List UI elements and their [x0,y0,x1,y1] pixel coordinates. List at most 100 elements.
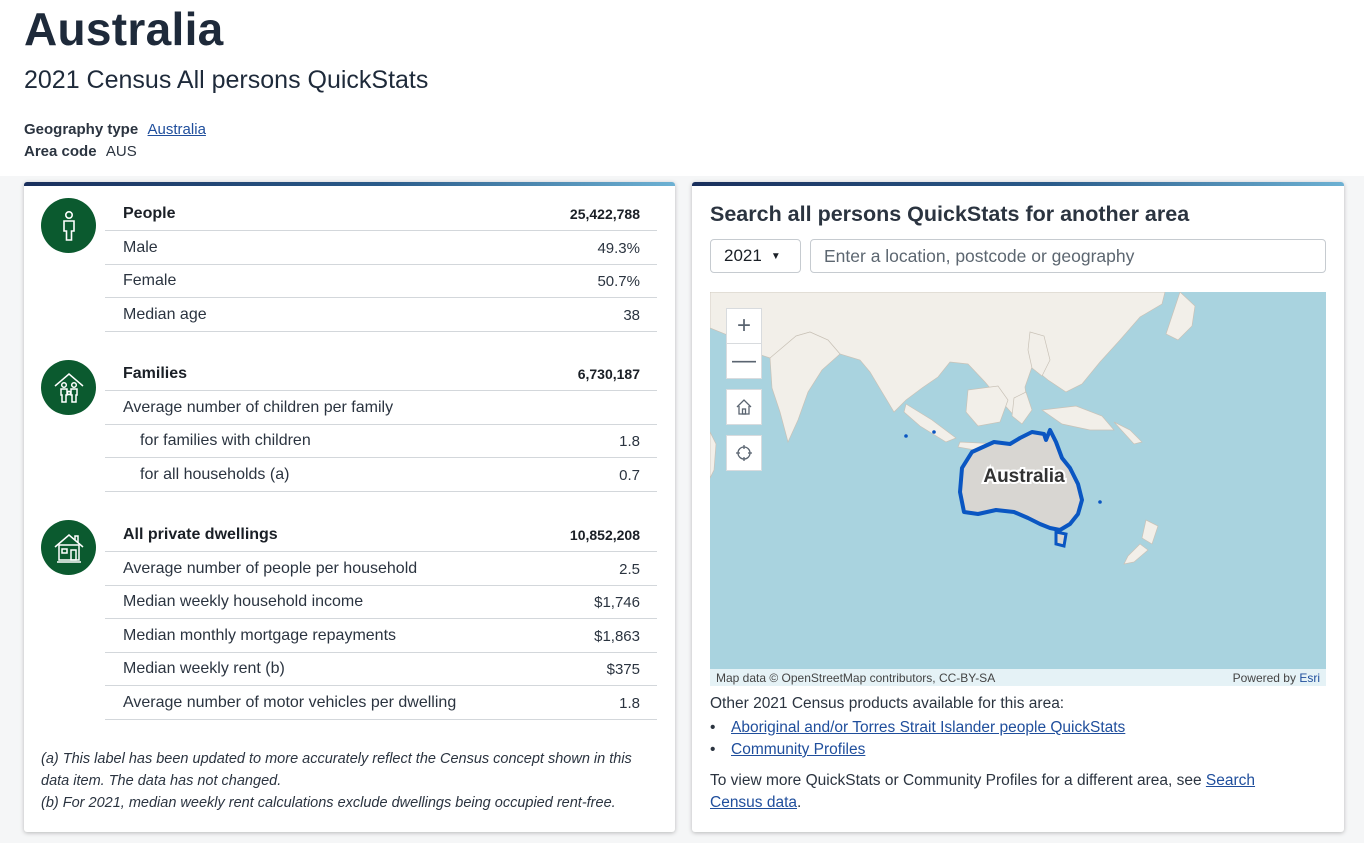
map-attribution: Map data © OpenStreetMap contributors, C… [710,669,1326,686]
row-label: Average number of motor vehicles per dwe… [123,694,457,711]
geography-type-label: Geography type [24,121,139,138]
area-code: Area code AUS [24,143,137,160]
footnote-b: (b) For 2021, median weekly rent calcula… [41,795,616,811]
quickstats-summary-card: People 25,422,788 Male 49.3% Female 50.7… [24,182,675,832]
india-landmass [769,331,841,444]
japan-landmass [1165,292,1196,341]
row-label: Female [123,272,177,289]
location-search-input[interactable] [810,239,1326,273]
tasmania-highlight [1054,530,1068,548]
row-value: 1.8 [619,432,640,450]
page-title: Australia [24,3,224,55]
row-value: 50.7% [597,272,640,290]
philippines-landmass [1027,331,1051,377]
solomon-islands [1113,421,1143,445]
australia-highlight[interactable] [958,428,1084,532]
row-male: Male 49.3% [105,232,657,265]
row-label: Median monthly mortgage repayments [123,627,397,644]
row-value: 49.3% [597,239,640,257]
more-info-text: To view more QuickStats or Community Pro… [710,770,1310,814]
page-subtitle: 2021 Census All persons QuickStats [24,66,429,94]
territory-dot [904,434,908,438]
row-label: People [123,205,176,222]
row-household-income: Median weekly household income $1,746 [105,586,657,619]
row-value: 2.5 [619,560,640,578]
row-label: Median age [123,306,207,323]
row-label: Average number of children per family [123,399,394,416]
geography-type: Geography type Australia [24,121,206,138]
area-search-card: Search all persons QuickStats for anothe… [692,182,1344,832]
family-home-icon [41,360,96,415]
map-canvas: Australia [710,292,1196,565]
row-value: 6,730,187 [577,366,640,382]
year-select[interactable]: 2021 ▼ [710,239,801,273]
new-guinea-landmass [1041,405,1115,431]
area-code-value: AUS [105,143,137,160]
search-census-data-link[interactable]: Search Census data [710,772,1256,811]
area-map[interactable]: Australia + — Map data © OpenStreetMap c… [710,292,1326,686]
esri-link[interactable]: Esri [1299,670,1320,685]
row-value: $375 [606,660,640,678]
more-info-prefix: To view more QuickStats or Community Pro… [710,772,1202,789]
map-area-label: Australia [983,466,1065,487]
row-female: Female 50.7% [105,265,657,298]
footnote-a: (a) This label has been updated to more … [41,751,632,789]
row-people-per-household: Average number of people per household 2… [105,553,657,586]
row-all-households: for all households (a) 0.7 [105,459,657,492]
new-zealand-north [1141,519,1159,545]
community-profiles-link[interactable]: Community Profiles [731,741,866,758]
new-zealand-south [1123,543,1149,565]
row-label: for families with children [140,432,311,449]
house-icon [41,520,96,575]
zoom-out-icon[interactable]: — [726,343,762,379]
row-label: Average number of people per household [123,560,418,577]
row-label: Median weekly household income [123,593,364,610]
page-header: Australia 2021 Census All persons QuickS… [0,0,1364,176]
row-value: 10,852,208 [569,527,640,543]
search-title: Search all persons QuickStats for anothe… [710,202,1190,226]
borneo-landmass [965,385,1009,427]
row-families-with-children: for families with children 1.8 [105,425,657,458]
powered-by-label: Powered by [1232,670,1296,685]
person-icon [41,198,96,253]
footnotes: (a) This label has been updated to more … [41,748,661,814]
sulawesi-landmass [1011,391,1033,425]
row-value: 25,422,788 [569,206,640,222]
row-value: 0.7 [619,466,640,484]
other-products-label: Other 2021 Census products available for… [710,695,1065,712]
more-info-end: . [797,794,802,811]
geography-type-link[interactable]: Australia [147,121,206,138]
row-motor-vehicles: Average number of motor vehicles per dwe… [105,687,657,720]
row-value: 38 [623,306,640,324]
row-people: People 25,422,788 [105,198,657,231]
row-label: All private dwellings [123,526,278,543]
list-item: Aboriginal and/or Torres Strait Islander… [710,717,1125,739]
map-powered-by: Powered by Esri [1233,671,1320,685]
row-median-age: Median age 38 [105,299,657,332]
row-label: Median weekly rent (b) [123,660,285,677]
year-select-value: 2021 [724,246,762,265]
zoom-in-icon[interactable]: + [726,308,762,344]
row-value: $1,863 [594,627,640,645]
row-label: for all households (a) [140,466,290,483]
list-item: Community Profiles [710,739,1125,761]
row-weekly-rent: Median weekly rent (b) $375 [105,653,657,686]
row-value: $1,746 [594,593,640,611]
locate-icon[interactable] [726,435,762,471]
aboriginal-quickstats-link[interactable]: Aboriginal and/or Torres Strait Islander… [731,719,1126,736]
row-families: Families 6,730,187 [105,358,657,391]
row-value: 1.8 [619,694,640,712]
row-mortgage-repayments: Median monthly mortgage repayments $1,86… [105,620,657,653]
territory-dot [1098,500,1102,504]
row-label: Families [123,365,188,382]
other-products-list: Aboriginal and/or Torres Strait Islander… [710,717,1125,761]
map-attribution-text: Map data © OpenStreetMap contributors, C… [716,670,996,685]
home-icon[interactable] [726,389,762,425]
card-accent-bar [692,182,1344,186]
row-avg-children: Average number of children per family [105,392,657,425]
row-label: Male [123,239,158,256]
africa-landmass [710,431,717,479]
area-code-label: Area code [24,143,97,160]
sumatra-landmass [903,403,957,443]
caret-down-icon: ▼ [770,250,781,262]
